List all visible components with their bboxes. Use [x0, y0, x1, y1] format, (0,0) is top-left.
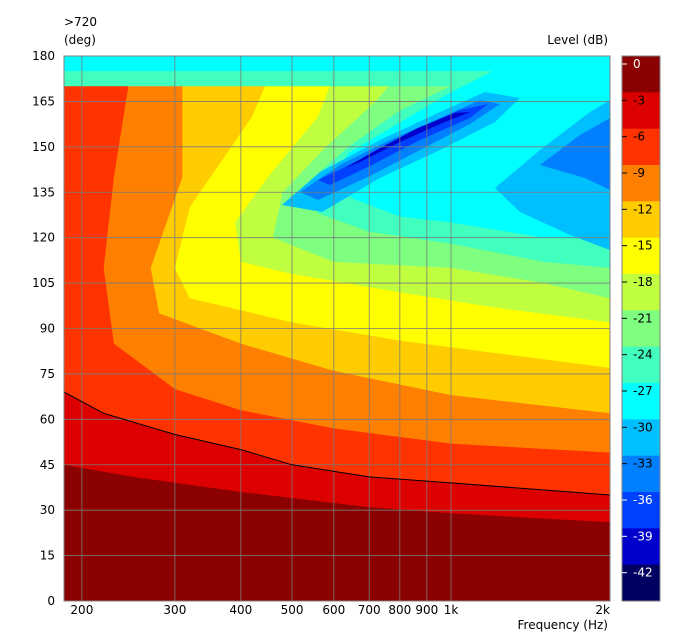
colorbar-swatch	[622, 128, 660, 166]
x-tick-label: 500	[281, 603, 304, 617]
y-tick-label: 30	[40, 503, 55, 517]
y-tick-label: 0	[47, 594, 55, 608]
contour-fills	[64, 56, 610, 601]
colorbar-tick-label: -24	[633, 348, 653, 362]
contour-line-level-6	[64, 391, 610, 496]
y-tick-label: 45	[40, 458, 55, 472]
y-tick-label: 120	[32, 231, 55, 245]
colorbar-swatch	[622, 383, 660, 420]
colorbar-frame	[621, 55, 661, 602]
pocket-right-33	[540, 118, 610, 190]
y-tick-label: 150	[32, 140, 55, 154]
colorbar-swatch	[622, 346, 660, 384]
colorbar-tick-label: -18	[633, 275, 653, 289]
y-tick-label: 180	[32, 49, 55, 63]
colorbar-swatch	[622, 201, 660, 239]
colorbar-swatch	[622, 492, 660, 529]
colorbar-tick-label: -33	[633, 457, 653, 471]
top-left-label: >720	[64, 15, 97, 29]
contour-lines	[64, 391, 610, 496]
y-tick-label: 105	[32, 276, 55, 290]
colorbar-tick-label: -42	[633, 566, 653, 580]
colorbar-tick-label: 0	[633, 57, 641, 71]
colorbar-tick-label: -39	[633, 529, 653, 543]
y-tick-label: 75	[40, 367, 55, 381]
colorbar-swatch	[622, 165, 660, 202]
colorbar-swatch	[622, 528, 660, 566]
x-tick-label: 900	[415, 603, 438, 617]
colorbar-swatch	[622, 455, 660, 493]
y-tick-label: 90	[40, 322, 55, 336]
x-tick-label: 400	[229, 603, 252, 617]
x-axis-ticks: 200 300 400 500 600 700 800 900 1k 2k	[70, 603, 610, 617]
deep-pocket-fills	[282, 92, 610, 250]
colorbar-tick-label: -36	[633, 493, 653, 507]
colorbar-swatch	[622, 92, 660, 130]
colorbar-tick-label: -12	[633, 202, 653, 216]
x-tick-label: 800	[388, 603, 411, 617]
pocket-level-36	[318, 104, 488, 185]
colorbar-swatch	[622, 310, 660, 348]
x-tick-label: 700	[358, 603, 381, 617]
y-axis-ticks: 0 15 30 45 60 75 90 105 120 135 150 165 180	[32, 49, 55, 608]
colorbar-swatch	[622, 56, 660, 93]
y-axis-unit-label: (deg)	[64, 33, 96, 47]
colorbar-title: Level (dB)	[547, 33, 608, 47]
x-tick-label: 300	[163, 603, 186, 617]
colorbar-tick-label: -27	[633, 384, 653, 398]
x-tick-label: 600	[322, 603, 345, 617]
y-tick-label: 15	[40, 549, 55, 563]
colorbar-swatch	[622, 564, 660, 602]
y-tick-label: 135	[32, 185, 55, 199]
colorbar-tick-label: -30	[633, 420, 653, 434]
colorbar-tick-label: -15	[633, 239, 653, 253]
y-tick-label: 165	[32, 94, 55, 108]
x-tick-label: 200	[70, 603, 93, 617]
x-axis-label: Frequency (Hz)	[518, 618, 609, 632]
colorbar-swatch	[622, 274, 660, 311]
colorbar-swatch	[622, 237, 660, 275]
colorbar-tick-label: -3	[633, 93, 645, 107]
x-tick-label: 2k	[595, 603, 610, 617]
colorbar-swatch	[622, 419, 660, 457]
colorbar-tick-label: -9	[633, 166, 645, 180]
colorbar-tick-label: -6	[633, 130, 645, 144]
colorbar-tick-label: -21	[633, 311, 653, 325]
x-tick-label: 1k	[444, 603, 459, 617]
pocket-level-39	[345, 112, 470, 168]
plot-frame	[63, 55, 611, 602]
y-tick-label: 60	[40, 412, 55, 426]
colorbar: 0 -3 -6 -9 -12 -15 -18 -21 -24 -27 -30 -33 -36 -39 -42	[621, 55, 661, 602]
